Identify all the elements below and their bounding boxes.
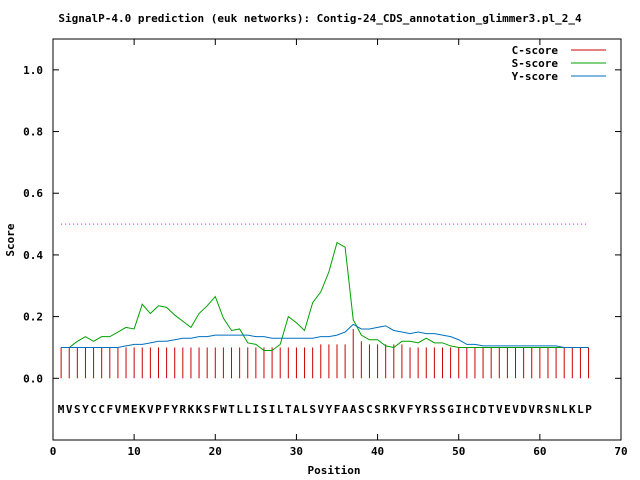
y-tick-label: 0.2	[23, 311, 43, 324]
sequence-letter: L	[277, 403, 284, 416]
sequence-letter: K	[196, 403, 203, 416]
sequence-letter: D	[480, 403, 487, 416]
sequence-letter: S	[309, 403, 316, 416]
sequence-letter: S	[261, 403, 268, 416]
sequence-letter: S	[204, 403, 211, 416]
legend-label: S-score	[512, 57, 559, 70]
sequence-letter: V	[512, 403, 519, 416]
x-tick-label: 0	[50, 445, 57, 458]
sequence-letter: F	[407, 403, 414, 416]
s-score-series	[61, 241, 589, 352]
sequence-letter: C	[98, 403, 105, 416]
sequence-letter: K	[139, 403, 146, 416]
sequence-letter: V	[317, 403, 324, 416]
sequence-letter: F	[334, 403, 341, 416]
sequence-letter: S	[374, 403, 381, 416]
sequence-letter: M	[123, 403, 130, 416]
sequence-letter: F	[163, 403, 170, 416]
sequence-letter: C	[90, 403, 97, 416]
sequence-letter: C	[472, 403, 479, 416]
y-tick-label: 0.6	[23, 187, 43, 200]
sequence-letter: S	[431, 403, 438, 416]
sequence-letter: A	[342, 403, 349, 416]
x-axis-ticks: 0 10 20 30 40 50 60 70	[50, 39, 628, 458]
y-tick-label: 1.0	[23, 64, 43, 77]
sequence-letter: V	[147, 403, 154, 416]
sequence-letter: S	[439, 403, 446, 416]
sequence-letter: E	[504, 403, 511, 416]
sequence-letter: I	[269, 403, 276, 416]
sequence-letter: K	[569, 403, 576, 416]
sequence-letter: V	[66, 403, 73, 416]
sequence-letter: S	[74, 403, 81, 416]
sequence-letter: L	[577, 403, 584, 416]
sequence-letter: T	[228, 403, 235, 416]
y-axis-ticks: 0.0 0.2 0.4 0.6 0.8 1.0	[23, 64, 621, 385]
sequence-letter: R	[382, 403, 389, 416]
sequence-letter: K	[390, 403, 397, 416]
sequence-letter: R	[423, 403, 430, 416]
c-score-series	[60, 328, 590, 379]
y-axis-label: Score	[4, 223, 17, 256]
sequence-letter: T	[285, 403, 292, 416]
x-tick-label: 30	[290, 445, 303, 458]
x-tick-label: 20	[209, 445, 222, 458]
x-tick-label: 70	[614, 445, 627, 458]
sequence-letter: S	[545, 403, 552, 416]
sequence-letter: M	[58, 403, 65, 416]
sequence-letter: L	[244, 403, 251, 416]
sequence-letter: D	[520, 403, 527, 416]
plot-frame	[52, 38, 622, 441]
sequence-letter: R	[537, 403, 544, 416]
sequence-letter: R	[180, 403, 187, 416]
sequence-letter: W	[220, 403, 227, 416]
x-axis-label: Position	[308, 464, 361, 477]
sequence-letter: Y	[415, 403, 422, 416]
sequence-letter: P	[585, 403, 592, 416]
sequence-letter: N	[553, 403, 560, 416]
sequence-letter: V	[399, 403, 406, 416]
sequence-letter: A	[293, 403, 300, 416]
sequence-letter: Y	[171, 403, 178, 416]
y-score-series	[61, 323, 589, 348]
sequence-letter: I	[253, 403, 260, 416]
chart-title: SignalP-4.0 prediction (euk networks): C…	[58, 12, 582, 25]
sequence-letter: Y	[82, 403, 89, 416]
sequence-letter: I	[455, 403, 462, 416]
sequence-letter: Y	[326, 403, 333, 416]
sequence-letter: A	[350, 403, 357, 416]
sequence-letter: V	[115, 403, 122, 416]
y-tick-label: 0.4	[23, 249, 43, 262]
sequence-letter: P	[155, 403, 162, 416]
legend-label: Y-score	[512, 70, 559, 83]
sequence-letter: H	[464, 403, 471, 416]
y-tick-label: 0.8	[23, 126, 43, 139]
sequence-letter: V	[496, 403, 503, 416]
y-tick-label: 0.0	[23, 372, 43, 385]
sequence-letter: L	[236, 403, 243, 416]
sequence-letter: K	[188, 403, 195, 416]
x-tick-label: 10	[128, 445, 141, 458]
sequence-letter: T	[488, 403, 495, 416]
sequence-letter: G	[447, 403, 454, 416]
sequence-letter: V	[528, 403, 535, 416]
sequence-letter: S	[358, 403, 365, 416]
sequence-letter: E	[131, 403, 138, 416]
x-tick-label: 50	[452, 445, 465, 458]
sequence-letter: L	[561, 403, 568, 416]
legend-label: C-score	[512, 44, 559, 57]
sequence-letter: F	[212, 403, 219, 416]
x-tick-label: 40	[371, 445, 384, 458]
sequence-letter: L	[301, 403, 308, 416]
sequence-letter: F	[106, 403, 113, 416]
sequence-letter: C	[366, 403, 373, 416]
x-tick-label: 60	[533, 445, 546, 458]
